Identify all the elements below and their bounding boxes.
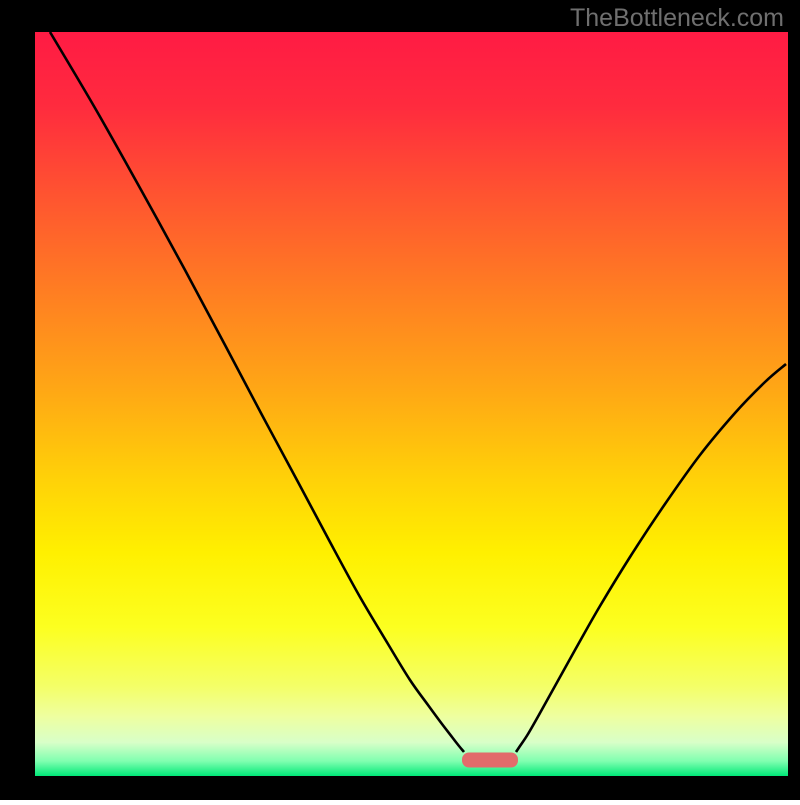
watermark-text: TheBottleneck.com [570,4,784,33]
gradient-background [35,32,788,776]
chart-plot-area [35,32,788,776]
